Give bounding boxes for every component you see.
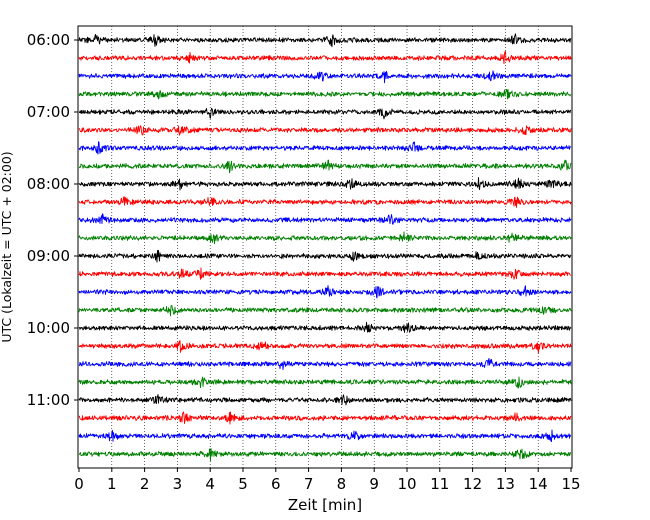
x-tick-label: 9 [369, 475, 379, 493]
trace-0645 [78, 88, 572, 100]
trace-1145 [78, 448, 572, 462]
x-tick-label: 14 [529, 475, 548, 493]
y-tick-label: 11:00 [27, 391, 70, 409]
trace-0800 [78, 177, 572, 191]
y-tick-label: 06:00 [27, 31, 70, 49]
trace-0630 [78, 70, 572, 84]
x-tick-label: 5 [238, 475, 248, 493]
y-tick-label: 10:00 [27, 319, 70, 337]
x-tick-label: 0 [74, 475, 84, 493]
x-axis: 0 1 2 3 4 5 6 7 8 9 10 11 12 13 14 15 [74, 468, 581, 493]
x-tick-label: 13 [496, 475, 515, 493]
x-tick-label: 15 [561, 475, 580, 493]
trace-0700 [78, 107, 572, 120]
plot-background [78, 26, 572, 468]
trace-0845 [78, 231, 572, 245]
trace-1030 [78, 357, 572, 371]
trace-1000 [78, 321, 572, 333]
seismogram-traces [78, 33, 572, 462]
trace-0900 [78, 249, 572, 263]
trace-1045 [78, 376, 572, 389]
x-tick-label: 4 [205, 475, 215, 493]
y-tick-label: 08:00 [27, 175, 70, 193]
y-tick-label: 07:00 [27, 103, 70, 121]
x-tick-label: 7 [304, 475, 314, 493]
plot-frame [77, 25, 573, 469]
x-tick-label: 1 [107, 475, 117, 493]
trace-1015 [78, 340, 572, 354]
trace-1130 [78, 429, 572, 443]
x-axis-label: Zeit [min] [288, 496, 362, 514]
trace-0915 [78, 267, 572, 280]
x-tick-label: 6 [271, 475, 281, 493]
trace-0730 [78, 141, 572, 155]
trace-0945 [78, 305, 572, 317]
trace-0745 [78, 159, 572, 174]
trace-0600 [78, 33, 572, 48]
x-tick-label: 2 [140, 475, 150, 493]
x-tick-label: 12 [463, 475, 482, 493]
trace-0930 [78, 285, 572, 299]
trace-1100 [78, 393, 572, 406]
x-tick-label: 10 [397, 475, 416, 493]
trace-1115 [78, 411, 572, 425]
x-tick-label: 8 [337, 475, 347, 493]
x-tick-label: 3 [173, 475, 183, 493]
trace-0615 [78, 51, 572, 65]
y-axis: 06:00 07:00 08:00 09:00 10:00 11:00 [27, 31, 78, 409]
x-tick-label: 11 [430, 475, 449, 493]
trace-0830 [78, 213, 572, 225]
trace-0815 [78, 196, 572, 208]
trace-0715 [78, 125, 572, 136]
y-tick-label: 09:00 [27, 247, 70, 265]
y-axis-label: UTC (Lokalzeit = UTC + 02:00) [0, 151, 14, 342]
